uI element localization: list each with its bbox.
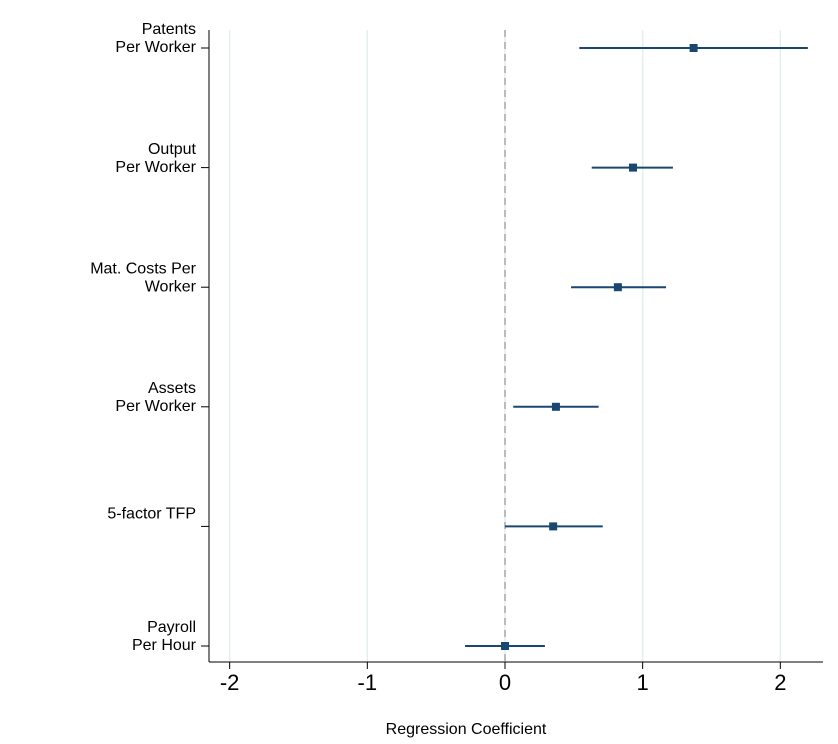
y-tick-label: Per Hour bbox=[132, 637, 197, 654]
y-tick-label: 5-factor TFP bbox=[107, 506, 196, 523]
point-estimate bbox=[689, 44, 698, 52]
y-tick-label: Assets bbox=[148, 380, 196, 397]
y-tick-label: Mat. Costs Per bbox=[90, 260, 196, 277]
point-estimate bbox=[551, 402, 560, 411]
point-estimate bbox=[549, 522, 558, 531]
x-tick-label: 1 bbox=[637, 670, 649, 695]
y-tick-label: Payroll bbox=[147, 619, 196, 636]
point-estimate bbox=[629, 163, 638, 172]
x-tick-label: 2 bbox=[774, 670, 786, 695]
x-tick-label: -1 bbox=[358, 670, 378, 695]
point-estimate bbox=[613, 283, 622, 292]
y-tick-label: Per Worker bbox=[115, 398, 196, 415]
y-tick-label: Output bbox=[148, 141, 197, 158]
y-tick-label: Per Worker bbox=[115, 159, 196, 176]
x-tick-label: 0 bbox=[499, 670, 511, 695]
point-estimate bbox=[500, 642, 509, 650]
y-tick-label: Per Worker bbox=[115, 39, 196, 56]
x-tick-label: -2 bbox=[220, 670, 240, 695]
y-tick-label: Patents bbox=[142, 21, 196, 38]
x-axis-title: Regression Coefficient bbox=[386, 721, 547, 738]
y-tick-label: Worker bbox=[145, 278, 197, 295]
